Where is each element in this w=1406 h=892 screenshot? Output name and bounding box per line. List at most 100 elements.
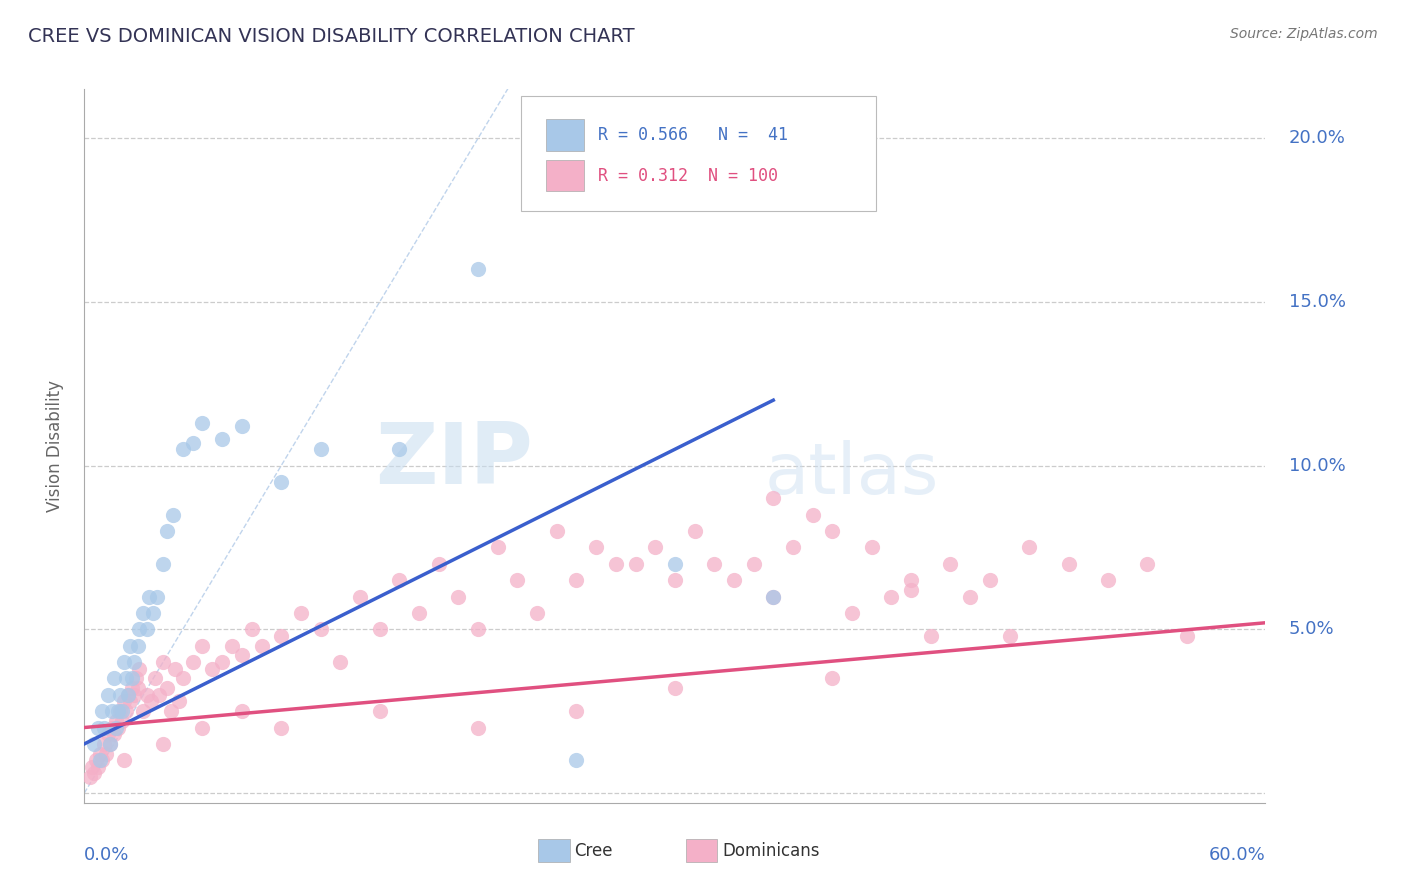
Point (127, 639, 149, 653)
Point (506, 573, 529, 587)
Point (108, 704, 131, 718)
FancyBboxPatch shape (546, 160, 583, 191)
Point (87, 721, 110, 735)
Point (136, 688, 159, 702)
Text: atlas: atlas (765, 440, 939, 509)
Point (664, 573, 686, 587)
Point (104, 714, 127, 728)
Text: R = 0.566   N =  41: R = 0.566 N = 41 (598, 126, 789, 144)
Point (349, 590, 371, 604)
Point (900, 582, 922, 597)
Point (664, 557, 686, 571)
Point (146, 590, 169, 604)
Point (270, 475, 292, 489)
Point (782, 541, 804, 555)
Point (152, 655, 174, 669)
Point (1097, 573, 1119, 587)
Point (143, 672, 166, 686)
Point (101, 704, 124, 718)
Point (124, 672, 146, 686)
Point (388, 573, 411, 587)
Point (107, 721, 129, 735)
Point (486, 541, 509, 555)
Point (211, 433, 233, 447)
Point (860, 541, 883, 555)
Point (121, 681, 143, 696)
Point (368, 704, 391, 718)
Point (723, 573, 745, 587)
Point (112, 694, 135, 708)
Point (122, 688, 145, 702)
Point (467, 721, 489, 735)
Point (93, 737, 115, 751)
Point (111, 714, 134, 728)
Text: 10.0%: 10.0% (1289, 457, 1346, 475)
FancyBboxPatch shape (686, 839, 717, 862)
FancyBboxPatch shape (538, 839, 569, 862)
Point (148, 688, 170, 702)
Point (920, 629, 942, 643)
Text: Source: ZipAtlas.com: Source: ZipAtlas.com (1230, 27, 1378, 41)
Point (132, 606, 155, 620)
Point (742, 557, 765, 571)
Point (624, 557, 647, 571)
Point (565, 753, 588, 767)
Text: Cree: Cree (575, 842, 613, 860)
Point (309, 442, 332, 457)
Point (250, 639, 273, 653)
FancyBboxPatch shape (522, 96, 876, 211)
Point (138, 590, 160, 604)
Point (101, 721, 124, 735)
Point (111, 704, 134, 718)
Point (201, 662, 224, 676)
Point (240, 623, 263, 637)
Point (231, 648, 253, 663)
Point (122, 655, 145, 669)
Point (89, 747, 111, 761)
Point (762, 590, 785, 604)
Point (191, 639, 214, 653)
Point (762, 590, 785, 604)
Point (103, 672, 125, 686)
Point (132, 704, 155, 718)
Point (152, 737, 174, 751)
FancyBboxPatch shape (546, 120, 583, 151)
Point (329, 655, 352, 669)
Point (172, 442, 194, 457)
Point (644, 541, 666, 555)
Point (156, 681, 179, 696)
Point (231, 704, 253, 718)
Point (114, 672, 136, 686)
Point (762, 491, 785, 506)
Point (83, 737, 105, 751)
Point (979, 573, 1001, 587)
Text: 60.0%: 60.0% (1209, 846, 1265, 863)
Point (163, 662, 186, 676)
Point (82, 760, 104, 774)
Point (821, 672, 844, 686)
Point (94, 747, 117, 761)
Point (801, 508, 824, 522)
Point (664, 681, 686, 696)
Point (309, 623, 332, 637)
Point (79, 770, 101, 784)
Point (270, 721, 292, 735)
Point (121, 672, 143, 686)
Point (1018, 541, 1040, 555)
Point (605, 557, 627, 571)
Point (900, 573, 922, 587)
Y-axis label: Vision Disability: Vision Disability (45, 380, 63, 512)
Point (136, 623, 159, 637)
Point (103, 727, 125, 741)
Point (156, 524, 179, 538)
Text: 5.0%: 5.0% (1289, 620, 1334, 639)
Text: Dominicans: Dominicans (723, 842, 820, 860)
Point (128, 623, 150, 637)
Point (388, 442, 411, 457)
Point (231, 419, 253, 434)
Point (91, 753, 114, 767)
Point (467, 262, 489, 277)
Point (108, 688, 131, 702)
Point (821, 524, 844, 538)
Point (91, 704, 114, 718)
